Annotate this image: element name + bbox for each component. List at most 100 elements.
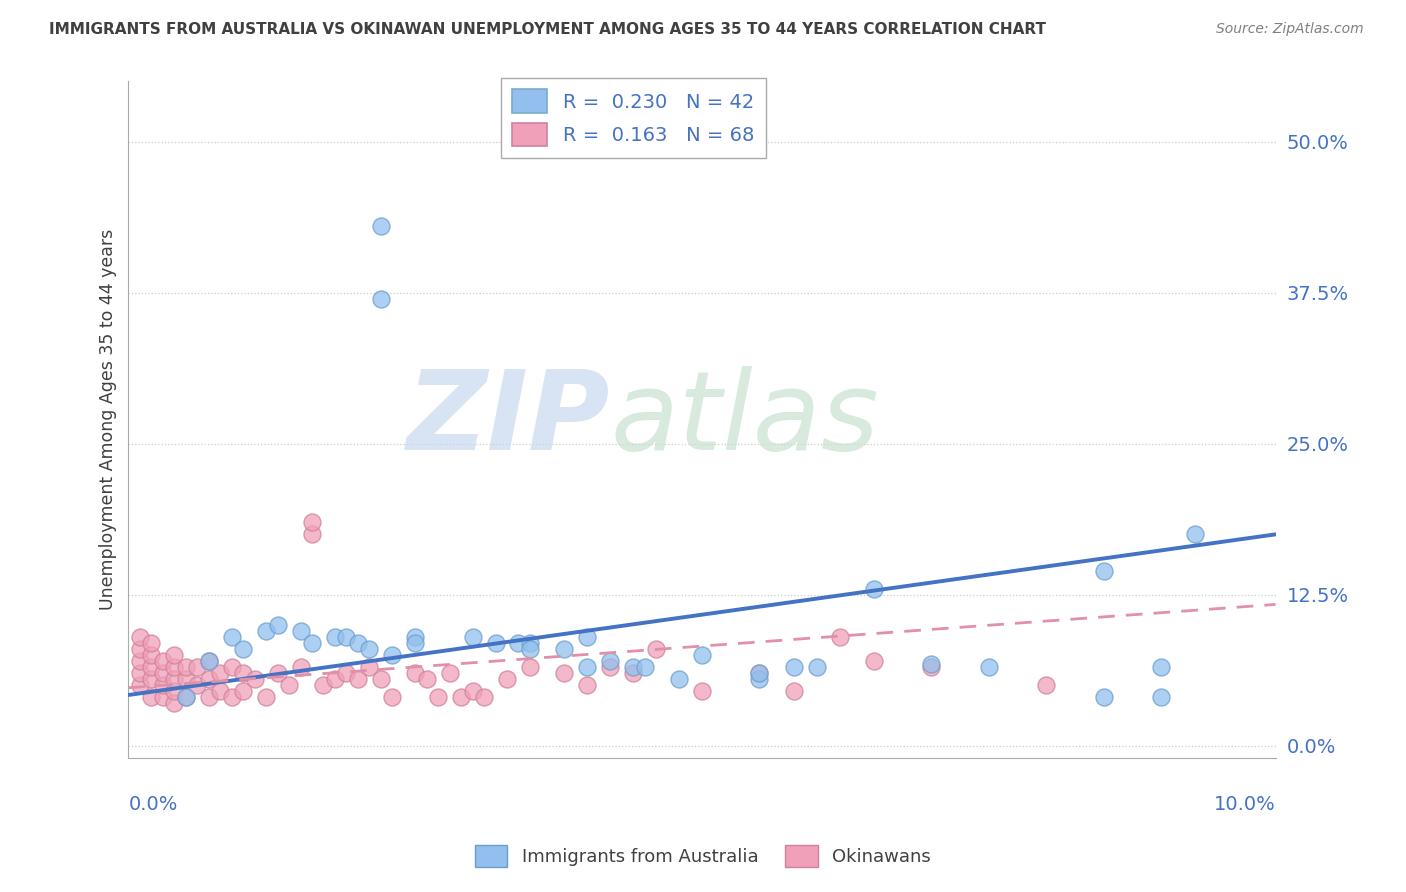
Point [174, 660, 197, 674]
Point [748, 673, 770, 687]
Point [359, 642, 381, 657]
Point [163, 648, 186, 662]
Text: atlas: atlas [610, 366, 879, 473]
Point [576, 660, 599, 674]
Point [232, 642, 254, 657]
Point [278, 678, 301, 692]
Point [461, 630, 484, 644]
Point [347, 636, 370, 650]
Point [519, 642, 541, 657]
Point [783, 684, 806, 698]
Point [129, 654, 152, 668]
Point [301, 636, 323, 650]
Point [496, 673, 519, 687]
Text: 10.0%: 10.0% [1213, 795, 1275, 814]
Point [370, 673, 392, 687]
Point [197, 690, 219, 705]
Point [415, 673, 437, 687]
Point [197, 673, 219, 687]
Point [254, 690, 277, 705]
Point [163, 660, 186, 674]
Point [863, 582, 886, 596]
Point [690, 648, 713, 662]
Point [163, 673, 186, 687]
Point [553, 666, 575, 681]
Point [404, 666, 426, 681]
Point [863, 654, 886, 668]
Point [152, 654, 174, 668]
Point [1092, 564, 1115, 578]
Point [783, 660, 806, 674]
Point [141, 636, 163, 650]
Point [748, 666, 770, 681]
Point [221, 690, 243, 705]
Point [828, 630, 851, 644]
Point [266, 618, 288, 632]
Point [576, 678, 599, 692]
Point [152, 666, 174, 681]
Point [920, 660, 942, 674]
Point [621, 666, 644, 681]
Text: ZIP: ZIP [406, 366, 610, 473]
Point [1150, 660, 1173, 674]
Point [141, 673, 163, 687]
Point [197, 654, 219, 668]
Point [599, 654, 621, 668]
Point [621, 660, 644, 674]
Point [576, 630, 599, 644]
Point [1184, 527, 1206, 541]
Point [519, 660, 541, 674]
Point [806, 660, 828, 674]
Point [174, 673, 197, 687]
Point [690, 684, 713, 698]
Point [381, 648, 404, 662]
Point [209, 684, 232, 698]
Point [381, 690, 404, 705]
Point [266, 666, 288, 681]
Point [599, 660, 621, 674]
Point [370, 292, 392, 306]
Point [323, 673, 346, 687]
Point [163, 684, 186, 698]
Point [668, 673, 690, 687]
Point [461, 684, 484, 698]
Point [232, 666, 254, 681]
Point [472, 690, 495, 705]
Text: 0.0%: 0.0% [128, 795, 177, 814]
Point [359, 660, 381, 674]
Point [129, 630, 152, 644]
Point [290, 624, 312, 638]
Point [1035, 678, 1057, 692]
Point [1150, 690, 1173, 705]
Point [404, 630, 426, 644]
Point [439, 666, 461, 681]
Text: Source: ZipAtlas.com: Source: ZipAtlas.com [1216, 22, 1364, 37]
Y-axis label: Unemployment Among Ages 35 to 44 years: Unemployment Among Ages 35 to 44 years [100, 229, 117, 610]
Point [370, 219, 392, 234]
Point [197, 654, 219, 668]
Point [152, 678, 174, 692]
Point [174, 690, 197, 705]
Point [427, 690, 450, 705]
Point [129, 642, 152, 657]
Point [221, 660, 243, 674]
Point [553, 642, 575, 657]
Point [254, 624, 277, 638]
Point [141, 648, 163, 662]
Point [645, 642, 668, 657]
Point [290, 660, 312, 674]
Point [129, 678, 152, 692]
Point [312, 678, 335, 692]
Point [748, 666, 770, 681]
Point [232, 684, 254, 698]
Point [221, 630, 243, 644]
Point [484, 636, 506, 650]
Point [323, 630, 346, 644]
Point [186, 660, 208, 674]
Point [301, 516, 323, 530]
Text: IMMIGRANTS FROM AUSTRALIA VS OKINAWAN UNEMPLOYMENT AMONG AGES 35 TO 44 YEARS COR: IMMIGRANTS FROM AUSTRALIA VS OKINAWAN UN… [49, 22, 1046, 37]
Point [450, 690, 472, 705]
Point [163, 697, 186, 711]
Legend: R =  0.230   N = 42, R =  0.163   N = 68: R = 0.230 N = 42, R = 0.163 N = 68 [501, 78, 766, 158]
Point [634, 660, 657, 674]
